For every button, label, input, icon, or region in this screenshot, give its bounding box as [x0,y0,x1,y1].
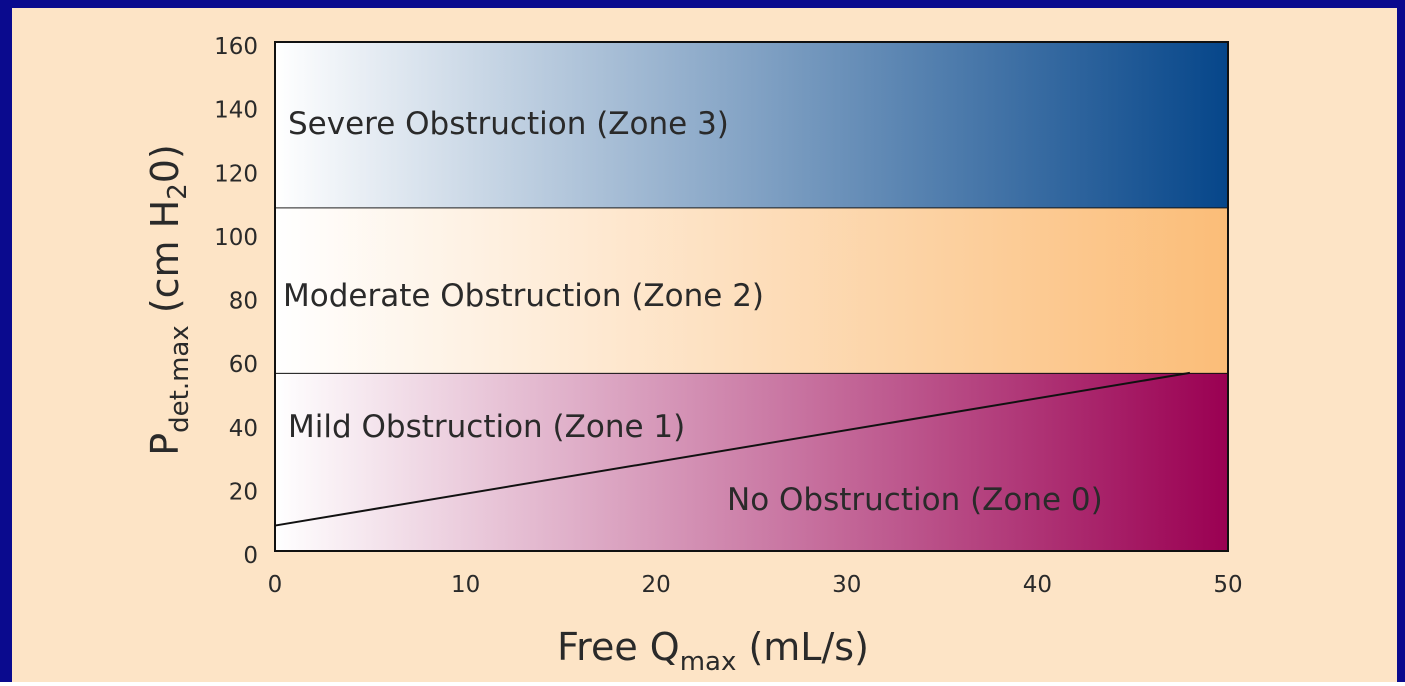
y-tick-label: 0 [243,543,258,569]
zone-band [275,42,1228,208]
zone-label: No Obstruction (Zone 0) [727,482,1103,518]
plot-border [274,41,1229,552]
boundary-line [274,371,1191,527]
y-axis-title: Pdet.max (cm H20) [143,144,195,456]
x-tick-label: 20 [642,572,671,598]
y-title-sub: det.max [165,325,195,433]
y-tick-label: 120 [214,161,258,187]
zone-label: Severe Obstruction (Zone 3) [288,106,729,142]
y-title-part: P [143,433,187,456]
y-tick-label: 20 [229,479,258,505]
x-title-sub: max [680,647,737,677]
x-title-part: Free Q [557,625,680,669]
zone-label: Mild Obstruction (Zone 1) [288,409,685,445]
y-title-part: 0) [143,144,187,183]
x-tick-label: 50 [1213,572,1242,598]
zone-band [275,372,1228,551]
x-title-part: (mL/s) [736,625,869,669]
zone-label: Moderate Obstruction (Zone 2) [283,278,764,314]
zone-band [275,207,1228,373]
y-title-part: (cm H [143,200,187,325]
y-tick-label: 60 [229,352,258,378]
y-tick-label: 80 [229,289,258,315]
y-title-sub: 2 [163,183,193,200]
y-tick-label: 140 [214,98,258,124]
x-axis-title: Free Qmax (mL/s) [557,625,869,677]
x-tick-label: 10 [451,572,480,598]
x-tick-label: 40 [1023,572,1052,598]
y-tick-label: 160 [214,34,258,60]
x-tick-label: 30 [832,572,861,598]
y-tick-label: 100 [214,225,258,251]
y-tick-label: 40 [229,416,258,442]
x-tick-label: 0 [268,572,283,598]
